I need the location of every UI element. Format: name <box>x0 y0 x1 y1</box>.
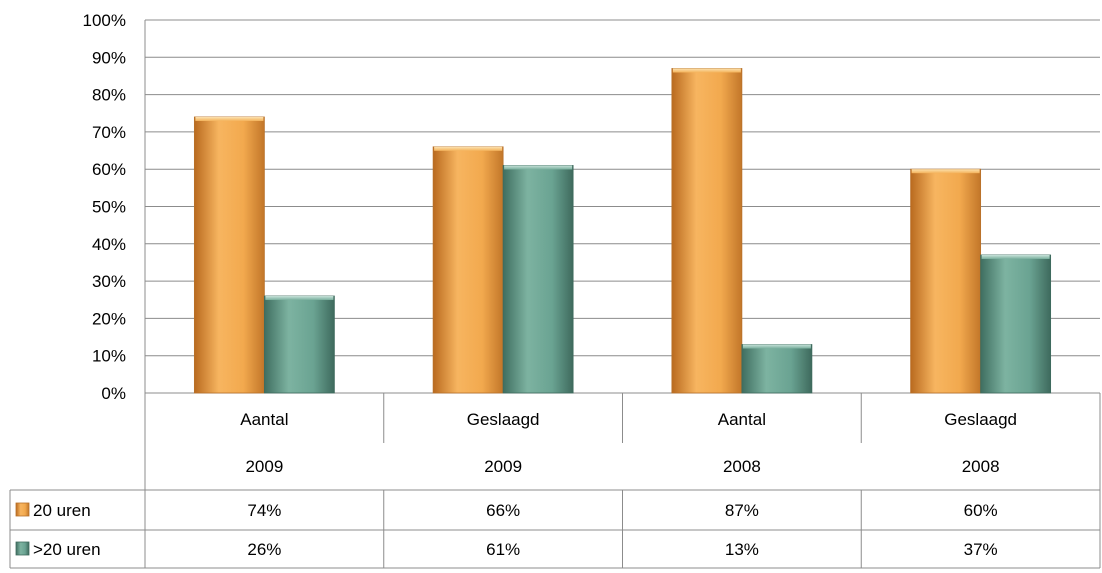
bar-series1 <box>910 168 982 394</box>
data-value-label: 74% <box>247 501 281 520</box>
y-tick-label: 70% <box>92 123 126 142</box>
category-year-label: 2009 <box>484 457 522 476</box>
data-value-label: 37% <box>964 540 998 559</box>
bar-highlight <box>504 165 573 170</box>
legend-label: 20 uren <box>33 501 91 520</box>
bar-series2 <box>263 295 335 394</box>
legend-key <box>15 502 30 517</box>
y-tick-label: 50% <box>92 198 126 217</box>
data-value-label: 87% <box>725 501 759 520</box>
bar-series2 <box>980 254 1052 394</box>
y-tick-label: 30% <box>92 272 126 291</box>
category-year-label: 2009 <box>245 457 283 476</box>
legend-key <box>15 541 30 556</box>
bar-series1 <box>193 116 265 394</box>
bar-highlight <box>981 254 1050 259</box>
y-tick-label: 40% <box>92 235 126 254</box>
y-tick-label: 10% <box>92 347 126 366</box>
bar-highlight <box>672 68 741 73</box>
y-tick-label: 90% <box>92 48 126 67</box>
category-label: Aantal <box>718 410 766 429</box>
data-value-label: 13% <box>725 540 759 559</box>
bar-series1 <box>432 146 504 394</box>
legend-label: >20 uren <box>33 540 101 559</box>
bar-highlight <box>434 146 503 151</box>
data-value-label: 60% <box>964 501 998 520</box>
data-table: Aantal 2009 Geslaagd 2009 Aantal 2008 Geslaagd… <box>9 393 1101 569</box>
data-value-label: 26% <box>247 540 281 559</box>
category-year-label: 2008 <box>962 457 1000 476</box>
category-label: Geslaagd <box>944 410 1017 429</box>
bar-highlight <box>265 296 334 301</box>
bar-highlight <box>911 169 980 174</box>
bars <box>193 68 1052 394</box>
bar-highlight <box>742 344 811 349</box>
data-value-label: 61% <box>486 540 520 559</box>
y-tick-label: 0% <box>101 384 126 403</box>
y-tick-label: 100% <box>83 11 126 30</box>
category-year-label: 2008 <box>723 457 761 476</box>
category-label: Geslaagd <box>467 410 540 429</box>
data-value-label: 66% <box>486 501 520 520</box>
bar-highlight <box>195 116 264 121</box>
bar-series2 <box>502 165 574 394</box>
y-axis-ticks: 0% 10% 20% 30% 40% 50% 60% 70% 80% 90% 100% <box>83 11 126 403</box>
y-tick-label: 20% <box>92 309 126 328</box>
category-label: Aantal <box>240 410 288 429</box>
bar-series2 <box>741 344 813 394</box>
y-tick-label: 80% <box>92 86 126 105</box>
y-tick-label: 60% <box>92 160 126 179</box>
bar-series1 <box>671 68 743 394</box>
